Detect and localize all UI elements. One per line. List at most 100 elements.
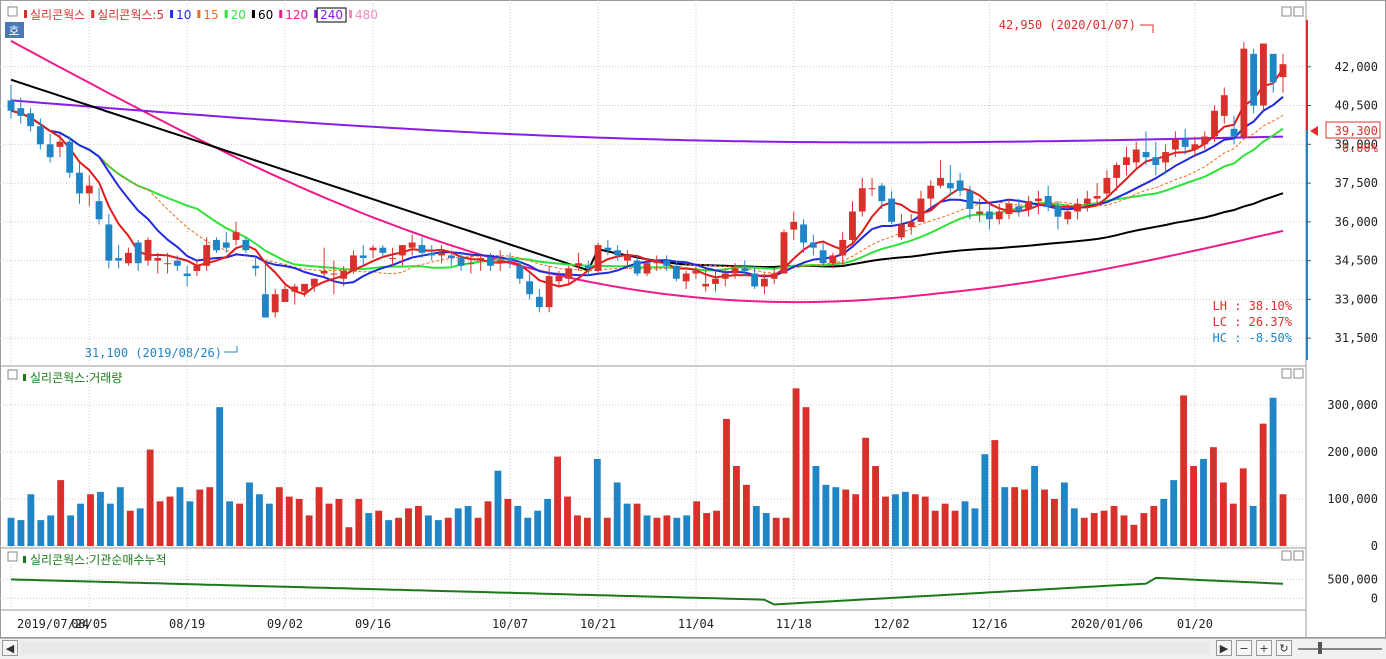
candle-body bbox=[976, 211, 984, 215]
candle-body bbox=[1034, 198, 1042, 202]
candle-body bbox=[1191, 144, 1199, 150]
candle-body bbox=[1230, 128, 1238, 137]
close-icon[interactable] bbox=[1293, 550, 1304, 561]
panel-controls[interactable] bbox=[1281, 6, 1304, 561]
price-tick-label: 33,000 bbox=[1335, 292, 1378, 306]
volume-bar bbox=[106, 503, 114, 546]
legend-swatch bbox=[91, 10, 95, 18]
volume-bar bbox=[265, 503, 273, 546]
candle-body bbox=[1142, 152, 1150, 158]
candle-body bbox=[1181, 139, 1189, 147]
candle-body bbox=[291, 286, 299, 292]
candle-body bbox=[1269, 53, 1277, 83]
volume-bar bbox=[812, 466, 820, 546]
volume-bar bbox=[593, 458, 601, 546]
candle-body bbox=[800, 224, 807, 243]
scroll-track[interactable] bbox=[20, 642, 1210, 654]
maximize-icon[interactable] bbox=[1281, 368, 1292, 379]
volume-bar bbox=[226, 501, 234, 546]
volume-bar bbox=[1200, 458, 1207, 546]
candle-body bbox=[839, 239, 847, 256]
zoom-out-icon[interactable]: − bbox=[1236, 640, 1252, 656]
candle-body bbox=[340, 270, 348, 279]
zoom-in-icon[interactable]: + bbox=[1256, 640, 1272, 656]
mode-tag-group[interactable]: 호 bbox=[5, 22, 24, 38]
volume-bar bbox=[206, 487, 214, 546]
candle-body bbox=[1162, 152, 1170, 163]
volume-bar bbox=[1190, 466, 1197, 546]
candle-body bbox=[1083, 198, 1091, 204]
date-tick-label: 2019/07/24 bbox=[17, 617, 89, 631]
candle-body bbox=[731, 268, 739, 274]
price-tick-label: 40,500 bbox=[1335, 99, 1378, 113]
volume-bar bbox=[87, 494, 94, 546]
volume-tick-label: 0 bbox=[1371, 539, 1378, 553]
volume-bar bbox=[1130, 524, 1138, 546]
horizontal-scrollbar[interactable]: ◀ ▶ − + ↻ bbox=[0, 638, 1386, 659]
legend-toggle-icon bbox=[7, 6, 18, 17]
volume-bar bbox=[405, 508, 412, 546]
volume-bar bbox=[1170, 480, 1178, 546]
legend-selected-box bbox=[316, 7, 347, 23]
candle-body bbox=[134, 242, 142, 264]
price-range-bar-down bbox=[1306, 130, 1308, 360]
volume-bar bbox=[236, 503, 243, 546]
candle-body bbox=[995, 211, 1003, 220]
price-tick-label: 42,000 bbox=[1335, 60, 1378, 74]
candle-body bbox=[986, 211, 993, 220]
date-tick-label: 09/16 bbox=[355, 617, 391, 631]
candle-body bbox=[721, 273, 729, 279]
volume-bar bbox=[454, 508, 462, 546]
volume-bar bbox=[166, 496, 174, 546]
candle-body bbox=[809, 242, 817, 248]
high-annotation-arrow bbox=[1140, 24, 1154, 33]
maximize-icon[interactable] bbox=[1281, 6, 1292, 17]
volume-tick-label: 200,000 bbox=[1327, 445, 1378, 459]
volume-bar bbox=[415, 506, 422, 546]
price-tick-label: 34,500 bbox=[1335, 254, 1378, 268]
candle-body bbox=[1044, 196, 1052, 207]
scroll-right-icon[interactable]: ▶ bbox=[1216, 640, 1232, 656]
volume-bar bbox=[703, 513, 711, 546]
candle-body bbox=[1064, 211, 1072, 220]
mode-tag[interactable]: 호 bbox=[8, 24, 19, 38]
volume-bar bbox=[1180, 395, 1188, 546]
price-tick-label: 37,500 bbox=[1335, 176, 1378, 190]
legend-swatch bbox=[24, 10, 27, 18]
candle-body bbox=[1025, 201, 1033, 209]
candle-body bbox=[271, 294, 279, 313]
candle-body bbox=[604, 247, 612, 251]
volume-bar bbox=[37, 520, 45, 546]
candle-body bbox=[281, 289, 289, 302]
candle-body bbox=[1171, 139, 1179, 150]
zoom-slider-thumb[interactable] bbox=[1318, 642, 1322, 654]
candle-body bbox=[496, 260, 504, 264]
volume-bar bbox=[951, 510, 959, 546]
legend-swatch bbox=[197, 10, 201, 18]
volume-bar bbox=[116, 487, 124, 546]
volume-bar bbox=[1239, 468, 1247, 546]
candle-body bbox=[359, 255, 367, 259]
zoom-reset-icon[interactable]: ↻ bbox=[1276, 640, 1292, 656]
candle-body bbox=[1113, 164, 1121, 178]
zoom-slider[interactable] bbox=[1298, 648, 1382, 650]
volume-bar bbox=[544, 498, 552, 546]
volume-bar bbox=[1060, 482, 1068, 546]
volume-bar bbox=[971, 508, 979, 546]
volume-bar bbox=[1001, 487, 1009, 546]
volume-bar bbox=[991, 440, 999, 546]
inst-title-group: 실리콘웍스:기관순매수누적 bbox=[7, 551, 167, 567]
close-icon[interactable] bbox=[1293, 6, 1304, 17]
close-icon[interactable] bbox=[1293, 368, 1304, 379]
price-tick-label: 36,000 bbox=[1335, 215, 1378, 229]
volume-bar bbox=[733, 466, 740, 546]
volume-title-group: 실리콘웍스:거래량 bbox=[7, 369, 122, 385]
volume-bar bbox=[1140, 513, 1148, 546]
volume-bar bbox=[67, 515, 75, 546]
volume-bar bbox=[315, 487, 323, 546]
scroll-left-icon[interactable]: ◀ bbox=[2, 640, 18, 656]
current-price-tag: 39,300 0.00% bbox=[1310, 121, 1381, 155]
volume-bar bbox=[335, 498, 343, 546]
maximize-icon[interactable] bbox=[1281, 550, 1292, 561]
